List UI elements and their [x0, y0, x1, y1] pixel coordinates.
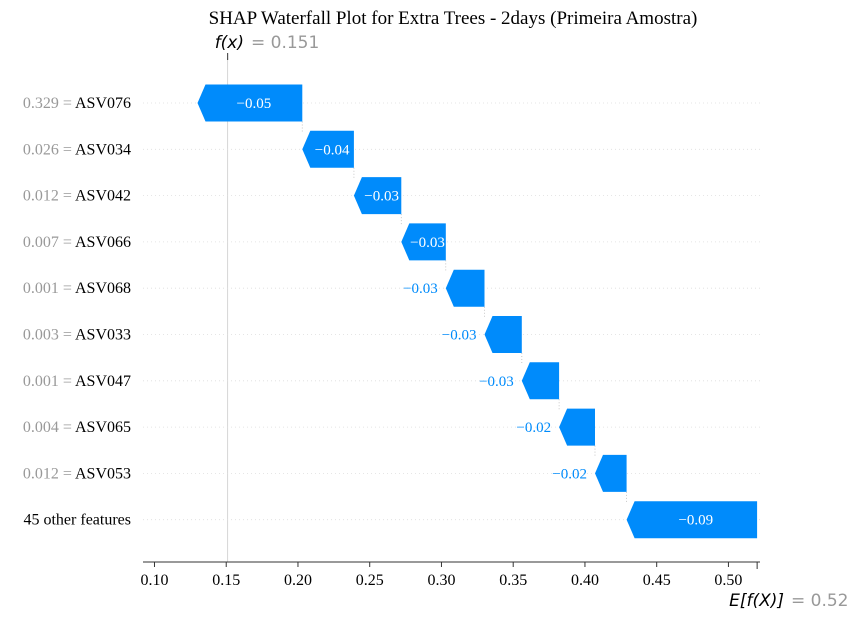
y-axis-labels: 0.329 = ASV076 0.026 = ASV034 0.012 = ASV0… [23, 95, 131, 529]
feature-name: ASV042 [75, 188, 131, 205]
base-value-text: = 0.52 [791, 591, 849, 611]
feature-label: 0.004 = ASV065 [23, 419, 131, 436]
feature-name: ASV053 [75, 465, 131, 482]
bar-value-label: −0.04 [315, 142, 350, 158]
bars-group: −0.05 −0.04 −0.03 −0.03 −0.03 −0.03 −0.03 −0.02… [197, 84, 758, 539]
feature-value: 0.007 = [23, 234, 75, 251]
waterfall-bar [197, 84, 303, 122]
x-tick-label: 0.20 [284, 572, 312, 589]
bar-value-label: −0.02 [516, 420, 551, 436]
feature-value: 0.026 = [23, 141, 75, 158]
waterfall-bar [401, 223, 446, 261]
fx-label: f(x) [215, 33, 244, 53]
guide-lines [143, 58, 760, 562]
x-axis-ticks: 0.10 0.15 0.20 0.25 0.30 0.35 0.40 0.45 0.50 [140, 562, 742, 589]
feature-value: 0.004 = [23, 419, 75, 436]
fx-value-text: = 0.151 [251, 33, 319, 53]
bar-value-label: −0.03 [403, 281, 438, 297]
feature-name: ASV076 [75, 95, 131, 112]
waterfall-bar [559, 408, 595, 446]
x-tick-label: 0.30 [427, 572, 455, 589]
feature-label: 0.001 = ASV047 [23, 373, 131, 390]
bar-value-label: −0.03 [410, 235, 445, 251]
feature-label: 0.329 = ASV076 [23, 95, 131, 112]
feature-name: ASV065 [75, 419, 131, 436]
feature-label: 0.026 = ASV034 [23, 141, 131, 158]
bar-value-label: −0.05 [237, 96, 272, 112]
feature-value: 0.012 = [23, 188, 75, 205]
x-tick-label: 0.25 [356, 572, 384, 589]
base-label: E[f(X)] [729, 591, 784, 611]
bar-value-label: −0.09 [678, 513, 713, 529]
x-tick-label: 0.10 [140, 572, 168, 589]
waterfall-bar [302, 130, 354, 168]
waterfall-bar [595, 454, 627, 492]
feature-label: 0.012 = ASV053 [23, 465, 131, 482]
feature-label: 0.007 = ASV066 [23, 234, 131, 251]
x-tick-label: 0.40 [571, 572, 599, 589]
bar-value-label: −0.02 [552, 466, 587, 482]
waterfall-bar [521, 362, 560, 400]
chart-title: SHAP Waterfall Plot for Extra Trees - 2d… [209, 8, 698, 29]
feature-name: ASV047 [75, 373, 131, 390]
waterfall-bar [353, 177, 402, 215]
bar-value-label: −0.03 [442, 328, 477, 344]
feature-name: 45 other features [23, 512, 131, 529]
feature-name: ASV033 [75, 327, 131, 344]
feature-label: 0.001 = ASV068 [23, 280, 131, 297]
feature-label: 0.012 = ASV042 [23, 188, 131, 205]
x-tick-label: 0.35 [499, 572, 527, 589]
feature-name: ASV066 [75, 234, 131, 251]
x-tick-label: 0.15 [212, 572, 240, 589]
bar-value-label: −0.03 [364, 189, 399, 205]
bar-value-label: −0.03 [479, 374, 514, 390]
feature-value: 0.001 = [23, 280, 75, 297]
feature-name: ASV034 [75, 141, 131, 158]
waterfall-bar [445, 269, 485, 307]
feature-value: 0.001 = [23, 373, 75, 390]
feature-value: 0.003 = [23, 327, 75, 344]
feature-value: 0.012 = [23, 465, 75, 482]
waterfall-bar [626, 501, 758, 539]
x-tick-label: 0.45 [643, 572, 671, 589]
x-tick-label: 0.50 [714, 572, 742, 589]
feature-label: 45 other features [23, 512, 131, 529]
feature-value: 0.329 = [23, 95, 75, 112]
feature-name: ASV068 [75, 280, 131, 297]
feature-label: 0.003 = ASV033 [23, 327, 131, 344]
waterfall-bar [484, 316, 522, 353]
